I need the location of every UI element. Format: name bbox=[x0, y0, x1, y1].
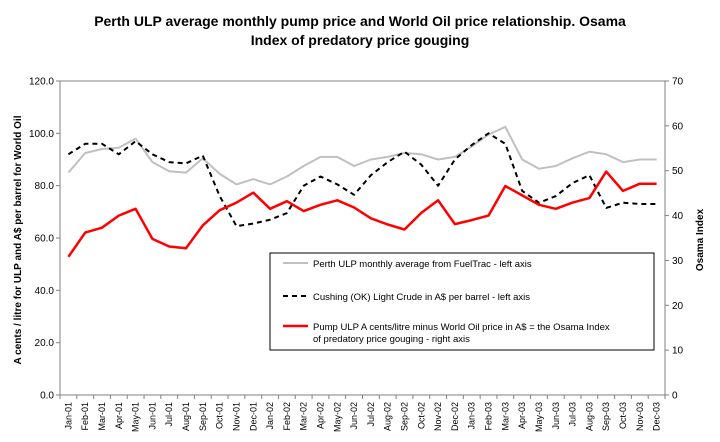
left-y-tick-label: 40.0 bbox=[35, 286, 55, 297]
right-y-tick-label: 0 bbox=[672, 391, 678, 402]
x-tick-label: Sep-02 bbox=[400, 402, 410, 431]
x-tick-label: Jun-02 bbox=[349, 402, 359, 430]
right-y-tick-label: 10 bbox=[672, 346, 684, 357]
left-y-axis: 0.0 20.0 40.0 60.0 80.0 100.0 120.0 bbox=[29, 77, 60, 402]
x-tick-label: Apr-01 bbox=[114, 402, 124, 429]
x-tick-label: Oct-01 bbox=[215, 402, 225, 429]
x-tick-label: Feb-03 bbox=[484, 402, 494, 431]
x-tick-label: Apr-03 bbox=[517, 402, 527, 429]
legend-label-osama-index-line-1: Pump ULP A cents/litre minus World Oil p… bbox=[313, 322, 610, 333]
right-y-tick-label: 50 bbox=[672, 166, 684, 177]
right-y-tick-label: 30 bbox=[672, 256, 684, 267]
right-y-tick-label: 40 bbox=[672, 211, 684, 222]
chart-title-line-1: Perth ULP average monthly pump price and… bbox=[94, 13, 626, 29]
x-tick-label: Nov-03 bbox=[635, 402, 645, 431]
left-y-tick-label: 60.0 bbox=[35, 234, 55, 245]
x-tick-label: Nov-01 bbox=[231, 402, 241, 431]
x-tick-label: Apr-02 bbox=[315, 402, 325, 429]
x-tick-label: Dec-02 bbox=[450, 402, 460, 431]
legend-label-cushing-crude: Cushing (OK) Light Crude in A$ per barre… bbox=[313, 292, 530, 303]
legend-label-perth-ulp: Perth ULP monthly average from FuelTrac … bbox=[313, 259, 532, 270]
right-y-tick-label: 70 bbox=[672, 77, 684, 88]
x-tick-label: Mar-03 bbox=[500, 402, 510, 431]
x-tick-label: Jul-03 bbox=[568, 402, 578, 427]
legend-label-osama-index: Pump ULP A cents/litre minus World Oil p… bbox=[313, 322, 612, 345]
x-tick-label: Feb-02 bbox=[282, 402, 292, 431]
x-tick-label: Dec-01 bbox=[248, 402, 258, 431]
x-tick-label: Jun-01 bbox=[147, 402, 157, 430]
x-tick-label: May-02 bbox=[332, 402, 342, 432]
chart-title: Perth ULP average monthly pump price and… bbox=[0, 12, 720, 50]
series-line-2 bbox=[67, 170, 657, 258]
left-y-tick-label: 0.0 bbox=[40, 391, 54, 402]
left-y-tick-label: 100.0 bbox=[29, 129, 54, 140]
chart-title-line-2: Index of predatory price gouging bbox=[250, 32, 470, 48]
x-tick-label: Aug-01 bbox=[181, 402, 191, 431]
x-tick-label: Sep-01 bbox=[198, 402, 208, 431]
x-tick-label: Mar-01 bbox=[97, 402, 107, 431]
right-y-tick-label: 20 bbox=[672, 301, 684, 312]
left-y-tick-label: 120.0 bbox=[29, 77, 54, 88]
x-tick-label: Feb-01 bbox=[80, 402, 90, 431]
x-tick-label: Nov-02 bbox=[433, 402, 443, 431]
x-tick-label: Mar-02 bbox=[299, 402, 309, 431]
legend-box bbox=[269, 252, 655, 351]
x-tick-label: Aug-02 bbox=[383, 402, 393, 431]
series-layer bbox=[67, 125, 657, 258]
right-y-tick-label: 60 bbox=[672, 121, 684, 132]
x-tick-label: Jun-03 bbox=[551, 402, 561, 430]
x-tick-label: Jul-02 bbox=[366, 402, 376, 427]
x-tick-label: Aug-03 bbox=[584, 402, 594, 431]
x-tick-label: Oct-02 bbox=[416, 402, 426, 429]
x-tick-label: Jan-02 bbox=[265, 402, 275, 430]
left-axis-label: A cents / litre for ULP and A$ per barre… bbox=[13, 115, 24, 364]
x-tick-label: Sep-03 bbox=[601, 402, 611, 431]
left-y-tick-label: 20.0 bbox=[35, 338, 55, 349]
x-tick-label: May-03 bbox=[534, 402, 544, 432]
x-tick-label: Jan-03 bbox=[467, 402, 477, 430]
x-tick-label: Dec-03 bbox=[652, 402, 662, 431]
right-axis-label: Osama Index bbox=[695, 208, 706, 271]
x-tick-label: Oct-03 bbox=[618, 402, 628, 429]
x-axis: Jan-01 Feb-01 Mar-01 Apr-01 May-01 Jun-01 Jul-… bbox=[59, 395, 666, 432]
left-y-tick-label: 80.0 bbox=[35, 181, 55, 192]
right-y-axis: 0 10 20 30 40 50 60 70 bbox=[665, 77, 684, 402]
x-tick-label: Jul-01 bbox=[164, 402, 174, 427]
x-tick-label: Jan-01 bbox=[63, 402, 73, 430]
x-tick-label: May-01 bbox=[131, 402, 141, 432]
series-line-0 bbox=[67, 125, 657, 186]
legend-label-osama-index-line-2: of predatory price gouging - right axis bbox=[313, 334, 470, 345]
legend: Perth ULP monthly average from FuelTrac … bbox=[269, 252, 655, 351]
